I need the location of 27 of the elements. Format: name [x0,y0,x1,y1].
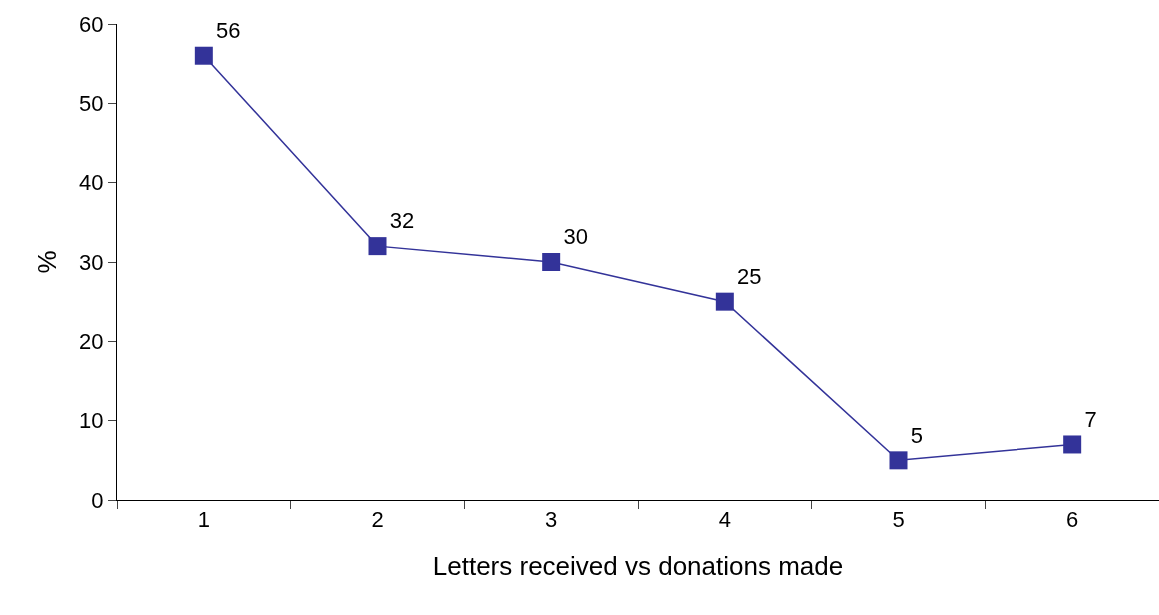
y-tick-label: 30 [79,249,104,275]
x-axis-title: Letters received vs donations made [432,551,844,582]
data-label: 25 [737,263,762,289]
y-tick-label: 50 [79,91,104,117]
y-tick-label: 0 [91,487,104,513]
x-tick-label: 3 [545,507,558,533]
y-tick-label: 10 [79,408,104,434]
point [889,451,908,470]
point [542,253,561,271]
point [1063,435,1082,454]
x-tick-label: 5 [892,507,905,533]
point [715,292,734,311]
data-label: 30 [563,224,588,250]
data-label: 7 [1084,406,1097,432]
y-tick-label: 40 [79,170,104,196]
x-tick-label: 6 [1066,507,1079,533]
x-tick-label: 1 [197,507,210,533]
data-label: 56 [216,17,241,43]
x-tick-label: 2 [371,507,384,533]
x-tick-label: 4 [718,507,731,533]
point [194,46,213,65]
y-tick-label: 20 [79,329,104,355]
y-axis-title: % [31,250,62,274]
data-label: 5 [910,422,923,448]
point [368,237,387,256]
y-tick-label: 60 [79,11,104,37]
data-label: 32 [389,208,415,234]
